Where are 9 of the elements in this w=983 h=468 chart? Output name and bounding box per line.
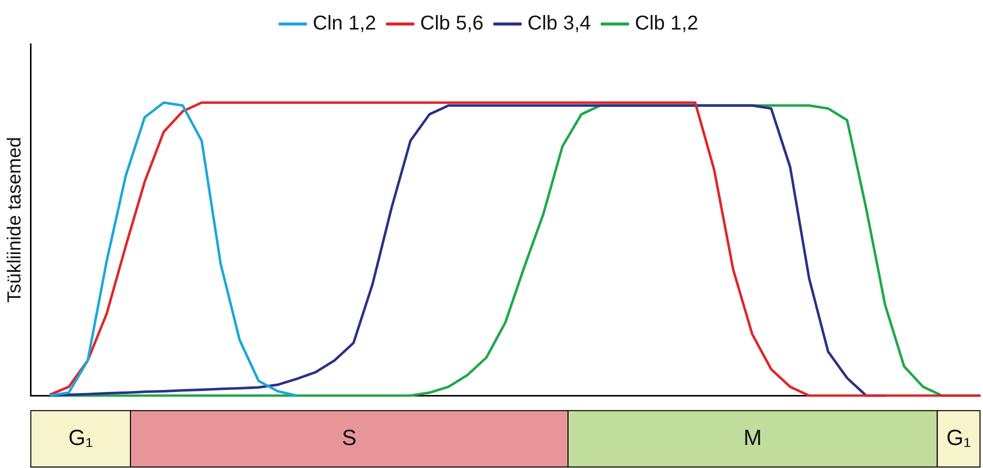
y-axis-title: Tsükliinide tasemed (4, 136, 26, 303)
text: M (744, 424, 762, 450)
text: G₁ (946, 424, 971, 450)
legend-label: Cln 1,2 (312, 12, 376, 35)
text: S (342, 424, 357, 450)
legend-label: Clb 5,6 (420, 12, 484, 35)
text: G₁ (68, 424, 93, 450)
legend-label: Clb 1,2 (634, 12, 698, 35)
legend-label: Clb 3,4 (528, 12, 591, 35)
